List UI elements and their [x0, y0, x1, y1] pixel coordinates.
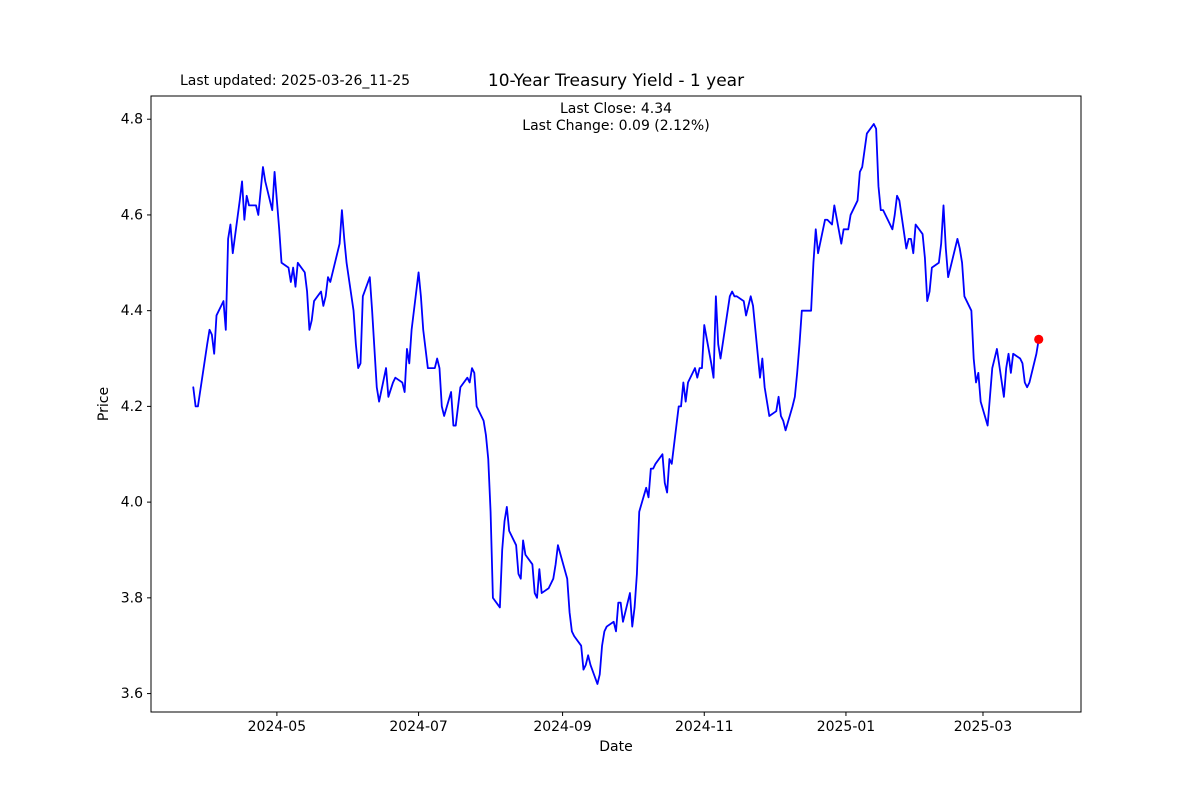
y-tick-label: 4.6 — [121, 207, 143, 223]
last-close-text: Last Close: 4.34 — [559, 101, 673, 117]
x-axis-label: Date — [599, 739, 633, 755]
x-tick-label: 2024-07 — [389, 719, 448, 735]
y-tick-label: 4.4 — [121, 303, 143, 319]
axes-frame — [150, 95, 1082, 713]
chart-subtitle: Last Close: 4.34 Last Change: 0.09 (2.12… — [151, 101, 1081, 135]
y-tick-label: 4.8 — [121, 112, 143, 128]
yield-line — [192, 123, 1040, 685]
y-tick-label: 4.2 — [121, 399, 143, 415]
x-tick-label: 2024-09 — [533, 719, 592, 735]
y-tick-label: 3.6 — [121, 686, 143, 702]
last-change-text: Last Change: 0.09 (2.12%) — [522, 118, 710, 134]
y-tick-label: 3.8 — [121, 590, 143, 606]
y-tick-label: 4.0 — [121, 495, 143, 511]
x-tick-label: 2025-03 — [954, 719, 1013, 735]
x-tick-label: 2024-05 — [248, 719, 307, 735]
x-tick-label: 2025-01 — [817, 719, 876, 735]
last-updated-text: Last updated: 2025-03-26_11-25 — [180, 73, 411, 89]
chart-title: 10-Year Treasury Yield - 1 year — [487, 71, 745, 91]
x-tick-label: 2024-11 — [675, 719, 734, 735]
last-close-marker — [1034, 334, 1044, 344]
